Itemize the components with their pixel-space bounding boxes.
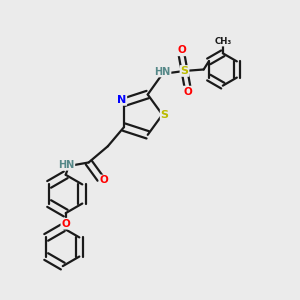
Text: O: O [61, 219, 70, 229]
Text: HN: HN [58, 160, 74, 170]
Text: HN: HN [154, 67, 171, 76]
Text: O: O [100, 176, 108, 185]
Text: O: O [177, 45, 186, 55]
Text: O: O [183, 87, 192, 97]
Text: CH₃: CH₃ [214, 37, 231, 46]
Text: S: S [181, 66, 188, 76]
Text: S: S [161, 110, 169, 120]
Text: N: N [117, 95, 126, 105]
